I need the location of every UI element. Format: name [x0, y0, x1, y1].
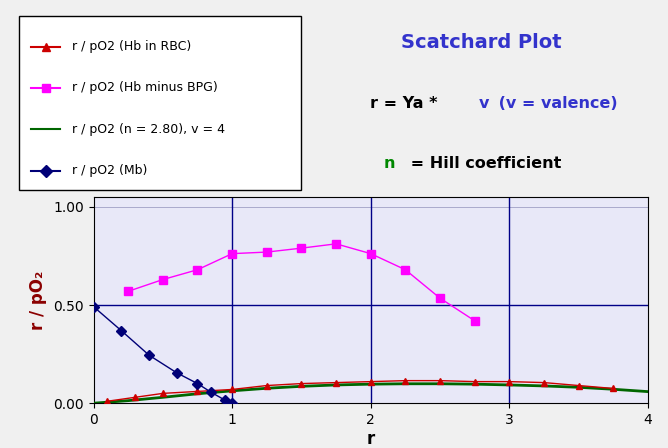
Text: r = Ya *: r = Ya *: [370, 95, 443, 111]
Text: r / pO2 (n = 2.80), v = 4: r / pO2 (n = 2.80), v = 4: [72, 123, 225, 136]
FancyBboxPatch shape: [19, 17, 301, 190]
Text: r / pO2 (Mb): r / pO2 (Mb): [72, 164, 148, 177]
X-axis label: r: r: [367, 430, 375, 448]
Text: r / pO2 (Hb minus BPG): r / pO2 (Hb minus BPG): [72, 82, 218, 95]
Text: (v = valence): (v = valence): [493, 95, 618, 111]
Text: n: n: [383, 156, 395, 171]
Y-axis label: r / pO₂: r / pO₂: [29, 271, 47, 330]
Text: = Hill coefficient: = Hill coefficient: [405, 156, 561, 171]
Text: v: v: [479, 95, 490, 111]
Text: r / pO2 (Hb in RBC): r / pO2 (Hb in RBC): [72, 40, 192, 53]
Text: Scatchard Plot: Scatchard Plot: [401, 33, 561, 52]
